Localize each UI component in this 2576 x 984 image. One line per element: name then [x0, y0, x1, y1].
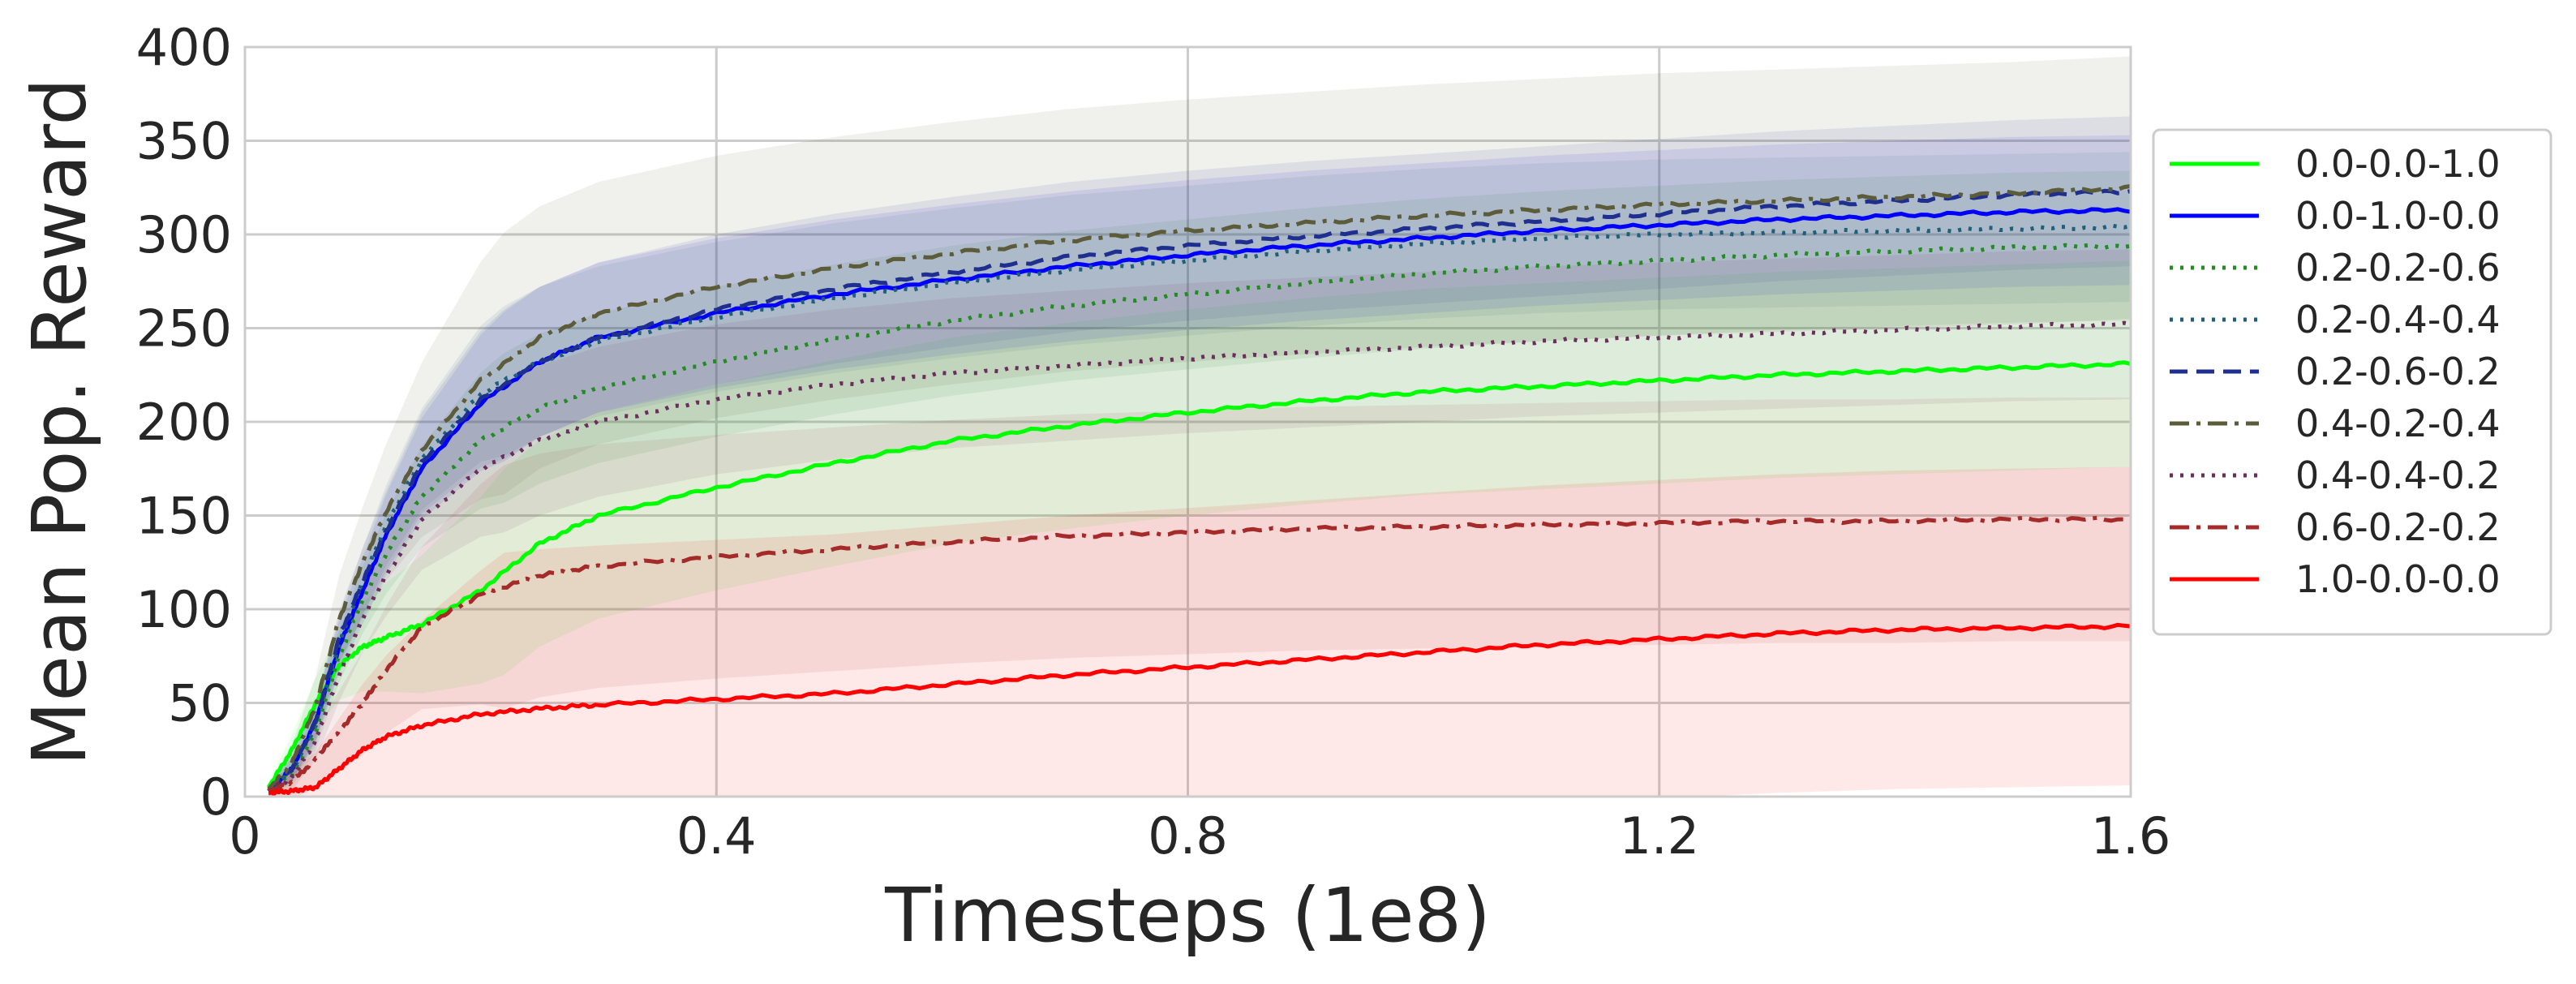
legend: 0.0-0.0-1.0 0.0-1.0-0.0 0.2-0.2-0.6 0.2-0.4…	[2152, 128, 2552, 636]
y-tick-label: 150	[136, 487, 232, 546]
series-band	[268, 152, 2131, 797]
legend-label: 0.2-0.2-0.6	[2295, 246, 2501, 290]
series-band	[268, 260, 2131, 793]
series-line	[267, 183, 2132, 791]
y-tick-label: 100	[136, 580, 232, 639]
legend-label: 0.0-1.0-0.0	[2295, 194, 2501, 238]
legend-label: 0.2-0.6-0.2	[2295, 350, 2501, 393]
legend-label: 0.2-0.4-0.4	[2295, 298, 2501, 342]
plot-area-frame	[243, 45, 2132, 798]
legend-label: 1.0-0.0-0.0	[2295, 557, 2501, 601]
y-tick-label: 300	[136, 205, 232, 264]
series-line	[267, 320, 2132, 793]
series-band	[268, 116, 2131, 797]
legend-label: 0.4-0.2-0.4	[2295, 402, 2501, 445]
series-band	[268, 249, 2131, 797]
y-axis-ticks: 0 50 100 150 200 250 300 350 400	[136, 18, 232, 827]
legend-label: 0.4-0.4-0.2	[2295, 453, 2501, 497]
y-tick-label: 200	[136, 393, 232, 452]
series-band	[268, 466, 2131, 797]
legend-label: 0.6-0.2-0.2	[2295, 505, 2501, 549]
series-line	[268, 515, 2132, 793]
variance-bands	[268, 56, 2131, 797]
legend-box	[2152, 128, 2552, 636]
x-tick-label: 1.6	[2091, 806, 2171, 866]
y-axis-title: Mean Pop. Reward	[16, 78, 103, 766]
series-line	[267, 207, 2132, 793]
x-tick-label: 0.4	[676, 806, 757, 866]
series-line	[266, 360, 2132, 788]
legend-label: 0.0-0.0-1.0	[2295, 142, 2501, 186]
y-tick-label: 350	[136, 112, 232, 171]
series-line	[267, 188, 2132, 793]
x-tick-label: 0.8	[1148, 806, 1228, 866]
y-tick-label: 400	[136, 18, 232, 77]
x-axis-ticks: 0 0.4 0.8 1.2 1.6	[229, 806, 2170, 866]
x-tick-label: 1.2	[1619, 806, 1699, 866]
series-line	[267, 223, 2132, 793]
series-band	[268, 397, 2131, 797]
series-line	[268, 622, 2132, 797]
series-band	[268, 135, 2131, 797]
y-tick-label: 0	[200, 767, 232, 827]
grid	[245, 47, 2131, 797]
series-band	[268, 56, 2131, 795]
series-lines	[266, 183, 2132, 797]
y-tick-label: 50	[168, 674, 232, 733]
y-tick-label: 250	[136, 299, 232, 359]
series-band	[268, 170, 2131, 797]
x-tick-label: 0	[229, 806, 260, 866]
x-axis-title: Timesteps (1e8)	[884, 872, 1491, 959]
